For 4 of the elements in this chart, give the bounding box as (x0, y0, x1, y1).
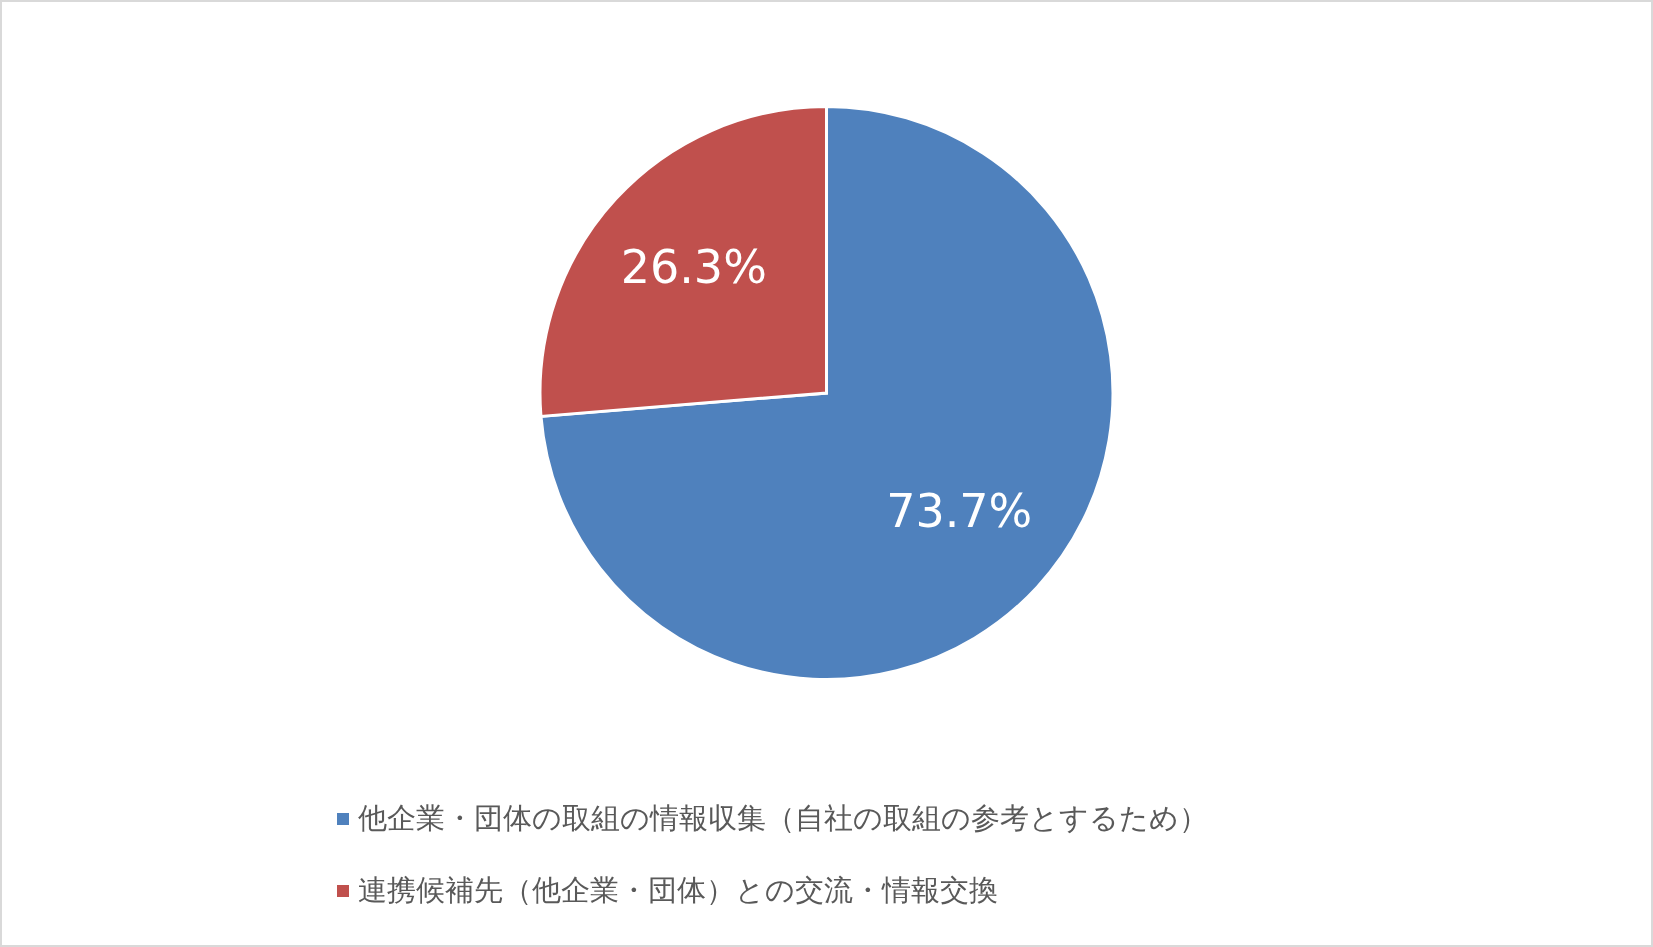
data-label: 73.7% (886, 484, 1033, 539)
data-label: 26.3% (620, 239, 767, 294)
legend-label: 連携候補先（他企業・団体）との交流・情報交換 (358, 872, 998, 909)
legend-label: 他企業・団体の取組の情報収集（自社の取組の参考とするため） (358, 800, 1208, 837)
